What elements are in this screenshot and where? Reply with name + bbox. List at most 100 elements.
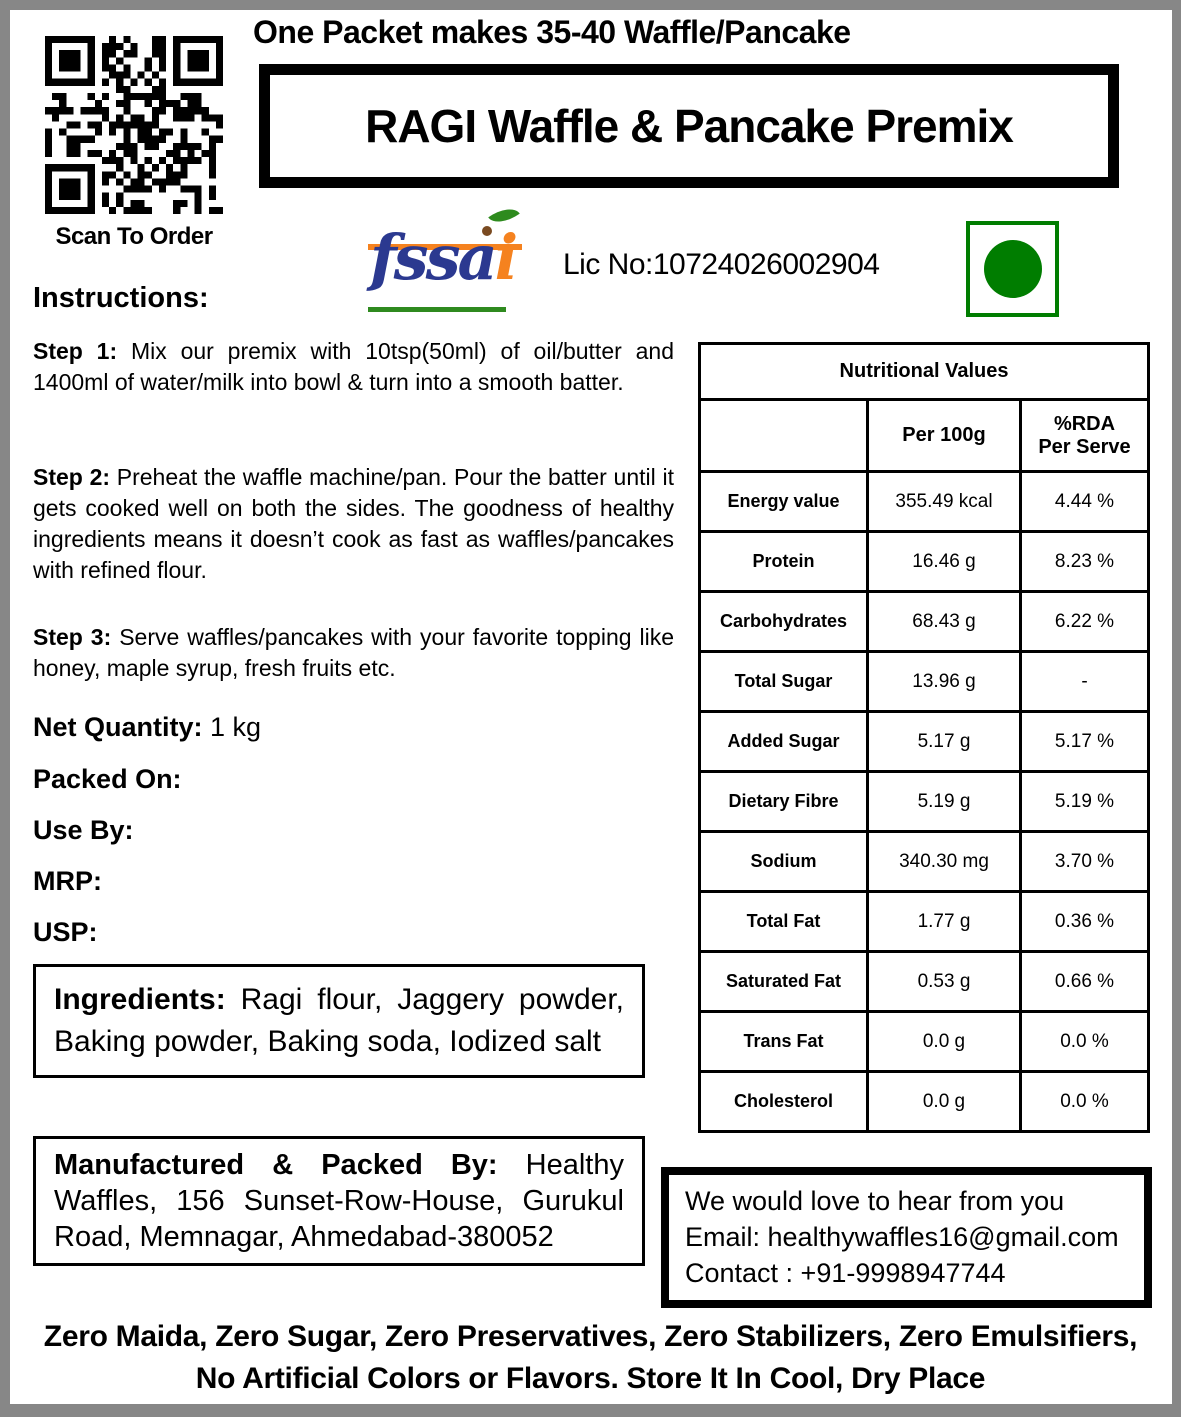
veg-mark-icon — [966, 221, 1059, 317]
step-label: Step 1: — [33, 338, 118, 364]
ingredients-box: Ingredients: Ragi flour, Jaggery powder,… — [33, 964, 645, 1078]
manufacturer-box: Manufactured & Packed By: Healthy Waffle… — [33, 1136, 645, 1266]
nutrient-name: Protein — [698, 530, 869, 593]
per-100g-value: 13.96 g — [866, 650, 1022, 713]
ingredients-text: Ragi flour, Jaggery powder, Baking powde… — [54, 983, 624, 1058]
table-row: Total Fat 1.77 g 0.36 % — [698, 890, 1150, 953]
manufacturer-text: Healthy Waffles, 156 Sunset-Row-House, G… — [54, 1149, 624, 1253]
step-text: Serve waffles/pancakes with your favorit… — [33, 624, 674, 681]
per-100g-value: 0.53 g — [866, 950, 1022, 1013]
footer-note: Zero Maida, Zero Sugar, Zero Preservativ… — [43, 1320, 1138, 1395]
step-text: Mix our premix with 10tsp(50ml) of oil/b… — [33, 338, 674, 395]
use-by-label: Use By: — [33, 815, 134, 845]
contact-line-1: We would love to hear from you — [685, 1186, 1065, 1216]
rda-per-serve-value: 8.23 % — [1019, 530, 1150, 593]
rda-per-serve-value: - — [1019, 650, 1150, 713]
nutrition-table: Nutritional Values Per 100g %RDA Per Ser… — [698, 342, 1150, 1133]
nutrient-name: Carbohydrates — [698, 590, 869, 653]
usp-line: USP: — [33, 917, 98, 948]
manufacturer-label: Manufactured & Packed By: — [54, 1149, 498, 1181]
col-header-blank — [698, 398, 869, 473]
rda-per-serve-value: 0.36 % — [1019, 890, 1150, 953]
net-quantity-value: 1 kg — [202, 712, 262, 742]
col-header-per-100g: Per 100g — [866, 398, 1022, 473]
instruction-step-3: Step 3: Serve waffles/pancakes with your… — [33, 622, 674, 684]
fssai-orange-bar — [368, 244, 522, 250]
contact-email: Email: healthywaffles16@gmail.com — [685, 1222, 1119, 1252]
nutrition-title: Nutritional Values — [698, 342, 1150, 401]
step-text: Preheat the waffle machine/pan. Pour the… — [33, 464, 674, 583]
step-label: Step 3: — [33, 624, 112, 650]
per-100g-value: 355.49 kcal — [866, 470, 1022, 533]
fssai-wordmark-i: i — [494, 221, 519, 294]
fssai-wordmark-main: fssa — [370, 221, 498, 294]
instruction-step-1: Step 1: Mix our premix with 10tsp(50ml) … — [33, 336, 674, 398]
product-title: RAGI Waffle & Pancake Premix — [365, 100, 1014, 152]
table-row: Saturated Fat 0.53 g 0.66 % — [698, 950, 1150, 1013]
nutrition-table-body: Energy value 355.49 kcal 4.44 % Protein 16.4… — [698, 470, 1150, 1133]
license-number: Lic No:10724026002904 — [563, 248, 880, 281]
net-quantity-label: Net Quantity: — [33, 712, 203, 742]
col-header-rda: %RDA Per Serve — [1019, 398, 1150, 473]
per-100g-value: 340.30 mg — [866, 830, 1022, 893]
packed-on-line: Packed On: — [33, 764, 182, 795]
per-100g-value: 16.46 g — [866, 530, 1022, 593]
nutrition-values-table: Nutritional Values Per 100g %RDA Per Ser… — [698, 342, 1150, 1133]
table-row: Carbohydrates 68.43 g 6.22 % — [698, 590, 1150, 653]
table-row: Sodium 340.30 mg 3.70 % — [698, 830, 1150, 893]
fssai-green-underline — [368, 307, 506, 312]
fssai-logo: fssai — [366, 201, 528, 314]
rda-per-serve-value: 4.44 % — [1019, 470, 1150, 533]
table-row: Cholesterol 0.0 g 0.0 % — [698, 1070, 1150, 1133]
fssai-seed-dot — [482, 226, 492, 236]
nutrient-name: Trans Fat — [698, 1010, 869, 1073]
mrp-line: MRP: — [33, 866, 102, 897]
per-100g-value: 5.19 g — [866, 770, 1022, 833]
ingredients-label: Ingredients: — [54, 983, 226, 1016]
fssai-wordmark: fssai — [370, 218, 519, 298]
per-100g-value: 68.43 g — [866, 590, 1022, 653]
usp-label: USP: — [33, 917, 98, 947]
nutrient-name: Cholesterol — [698, 1070, 869, 1133]
nutrient-name: Added Sugar — [698, 710, 869, 773]
rda-per-serve-value: 6.22 % — [1019, 590, 1150, 653]
per-100g-value: 1.77 g — [866, 890, 1022, 953]
nutrition-title-row: Nutritional Values — [698, 342, 1150, 401]
veg-mark-dot — [983, 240, 1042, 298]
table-row: Trans Fat 0.0 g 0.0 % — [698, 1010, 1150, 1073]
rda-per-serve-value: 0.66 % — [1019, 950, 1150, 1013]
table-row: Total Sugar 13.96 g- — [698, 650, 1150, 713]
instruction-step-2: Step 2: Preheat the waffle machine/pan. … — [33, 462, 674, 586]
rda-per-serve-value: 5.17 % — [1019, 710, 1150, 773]
nutrient-name: Sodium — [698, 830, 869, 893]
qr-block: Scan To Order — [44, 36, 224, 251]
mrp-label: MRP: — [33, 866, 102, 896]
table-row: Dietary Fibre 5.19 g 5.19 % — [698, 770, 1150, 833]
net-quantity-line: Net Quantity: 1 kg — [33, 712, 261, 743]
instructions-heading: Instructions: — [33, 282, 209, 314]
table-row: Protein 16.46 g 8.23 % — [698, 530, 1150, 593]
table-row: Added Sugar 5.17 g 5.17 % — [698, 710, 1150, 773]
use-by-line: Use By: — [33, 815, 134, 846]
qr-caption: Scan To Order — [55, 223, 213, 250]
rda-per-serve-value: 3.70 % — [1019, 830, 1150, 893]
nutrient-name: Total Sugar — [698, 650, 869, 713]
rda-per-serve-value: 0.0 % — [1019, 1010, 1150, 1073]
nutrient-name: Total Fat — [698, 890, 869, 953]
contact-phone: Contact : +91-9998947744 — [685, 1258, 1006, 1288]
step-label: Step 2: — [33, 464, 111, 490]
qr-code-icon — [44, 36, 224, 219]
per-100g-value: 0.0 g — [866, 1010, 1022, 1073]
top-note: One Packet makes 35-40 Waffle/Pancake — [253, 14, 851, 50]
nutrition-header-row: Per 100g %RDA Per Serve — [698, 398, 1150, 473]
per-100g-value: 0.0 g — [866, 1070, 1022, 1133]
contact-box: We would love to hear from you Email: he… — [661, 1167, 1152, 1308]
nutrient-name: Energy value — [698, 470, 869, 533]
product-title-box: RAGI Waffle & Pancake Premix — [259, 64, 1119, 188]
rda-per-serve-value: 0.0 % — [1019, 1070, 1150, 1133]
nutrient-name: Dietary Fibre — [698, 770, 869, 833]
nutrient-name: Saturated Fat — [698, 950, 869, 1013]
table-row: Energy value 355.49 kcal 4.44 % — [698, 470, 1150, 533]
packed-on-label: Packed On: — [33, 764, 182, 794]
